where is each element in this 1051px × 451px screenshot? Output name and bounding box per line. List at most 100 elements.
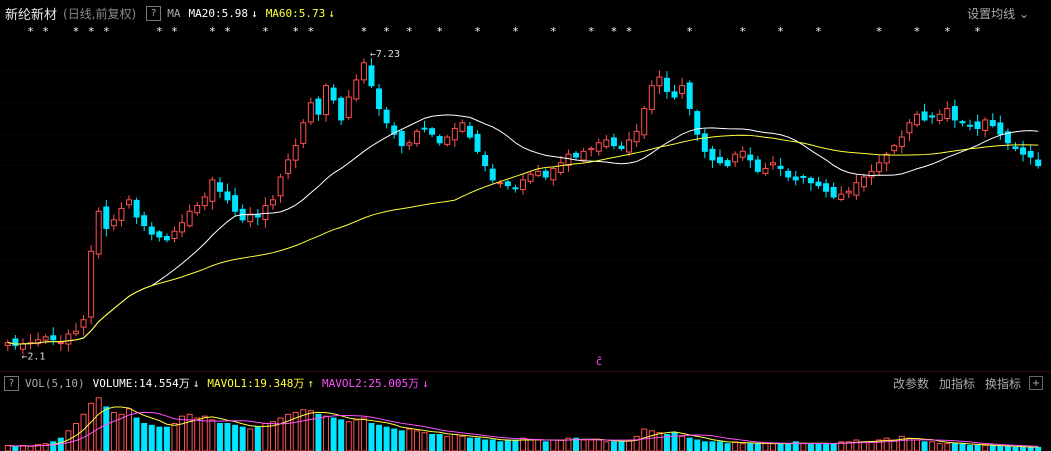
volume-bar-down	[429, 434, 436, 451]
candle-up	[110, 219, 117, 227]
mavol2-line	[7, 411, 1039, 447]
candle-up	[19, 343, 26, 350]
volume-bar-down	[618, 441, 625, 451]
volume-bar-up	[209, 419, 216, 451]
candle-down	[686, 82, 693, 110]
candle-down	[429, 128, 436, 135]
candle-up	[300, 122, 307, 144]
candle-up	[413, 130, 420, 145]
volume-bar-up	[565, 437, 572, 451]
down-arrow-icon: ↓	[328, 6, 335, 20]
candle-up	[88, 250, 95, 318]
help-icon[interactable]: ?	[4, 375, 19, 391]
down-arrow-icon: ↓	[192, 377, 200, 390]
candle-down	[792, 176, 799, 181]
volume-bar-up	[762, 443, 769, 451]
volume-bar-up	[179, 415, 186, 451]
candle-down	[1027, 150, 1034, 158]
signal-marker: *	[73, 25, 80, 38]
candle-up	[35, 339, 42, 345]
volume-bar-down	[141, 423, 148, 451]
candle-down	[254, 214, 261, 218]
volume-bar-up	[95, 397, 102, 451]
switch-indicator-button[interactable]: 换指标	[984, 376, 1021, 391]
candle-up	[762, 167, 769, 174]
candle-down	[967, 124, 974, 127]
signal-marker: *	[88, 25, 95, 38]
volume-bar-down	[330, 417, 337, 451]
volume-bar-up	[535, 439, 542, 451]
candle-down	[671, 91, 678, 98]
volume-bar-down	[997, 445, 1004, 451]
candle-up	[95, 210, 102, 255]
volume-bar-up	[413, 430, 420, 451]
signal-marker: *	[103, 25, 110, 38]
volume-bar-down	[1020, 446, 1027, 451]
candle-up	[72, 330, 79, 335]
candle-down	[663, 77, 670, 92]
volume-bar-down	[959, 443, 966, 451]
candlestick-chart[interactable]: * * * * * * * * * * * * * * * * * * * * * * * * * * * * * *←7.23←2.1	[0, 22, 1051, 370]
ma-label[interactable]: MA	[167, 6, 181, 20]
volume-bar-down	[724, 443, 731, 451]
volume-bar-up	[307, 410, 314, 451]
volume-actions: 改参数 加指标 换指标	[893, 375, 1021, 392]
volume-bar-up	[936, 443, 943, 451]
volume-bar-up	[860, 441, 867, 451]
candle-down	[421, 127, 428, 130]
volume-bar-down	[133, 417, 140, 451]
candle-down	[148, 226, 155, 235]
candle-down	[815, 181, 822, 187]
volume-bar-down	[338, 419, 345, 451]
help-icon[interactable]: ?	[146, 5, 162, 21]
period-label[interactable]: (日线,前复权)	[63, 6, 137, 21]
candle-up	[353, 79, 360, 100]
candle-up	[520, 179, 526, 190]
volume-bar-up	[360, 417, 367, 451]
volume-bar-down	[777, 443, 784, 451]
volume-bar-down	[148, 424, 155, 451]
candle-up	[247, 213, 254, 223]
volume-bar-up	[171, 423, 178, 451]
volume-bar-down	[663, 434, 670, 451]
candle-down	[512, 187, 519, 190]
vol-indicator-label[interactable]: VOL(5,10)	[25, 376, 85, 390]
plus-icon[interactable]: +	[1029, 376, 1043, 390]
candle-down	[807, 177, 814, 184]
candle-down	[974, 121, 981, 129]
volume-bar-up	[679, 435, 686, 451]
volume-bar-down	[716, 441, 723, 451]
candle-down	[929, 115, 936, 118]
candle-down	[959, 121, 966, 124]
volume-bar-up	[557, 439, 564, 451]
volume-bar-down	[232, 424, 239, 451]
candle-down	[754, 159, 761, 172]
volume-bar-up	[118, 413, 125, 451]
volume-bar-up	[595, 439, 602, 451]
volume-bar-up	[4, 445, 11, 451]
volume-bar-up	[853, 439, 860, 451]
volume-bar-down	[391, 428, 398, 451]
candle-down	[224, 191, 231, 201]
candle-up	[838, 193, 845, 200]
volume-bar-up	[194, 417, 201, 451]
volume-bar-up	[520, 437, 526, 451]
volume-bar-down	[542, 441, 549, 451]
signal-marker: *	[739, 25, 746, 38]
candle-up	[277, 176, 284, 197]
candle-up	[845, 190, 852, 194]
volume-bar-up	[944, 443, 951, 451]
candle-down	[823, 183, 830, 192]
volume-bar-down	[12, 445, 19, 451]
ma60-line	[7, 134, 1039, 345]
volume-bar-down	[815, 443, 822, 451]
candle-down	[391, 125, 398, 135]
volume-bar-up	[648, 430, 655, 451]
volume-bar-down	[610, 441, 617, 451]
volume-chart[interactable]	[0, 394, 1051, 451]
ma-settings-button[interactable]: 设置均线 ⌄	[967, 6, 1029, 21]
volume-bar-up	[72, 423, 79, 451]
candle-up	[497, 182, 504, 185]
add-indicator-button[interactable]: 加指标	[938, 376, 975, 391]
change-params-button[interactable]: 改参数	[892, 376, 929, 391]
